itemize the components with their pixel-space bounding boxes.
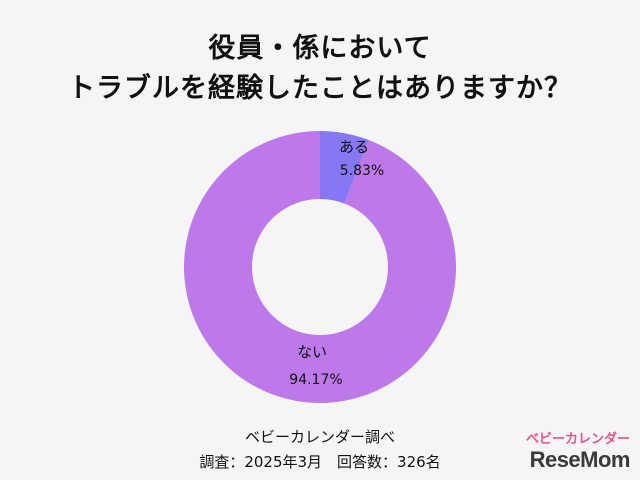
survey-info: 調査：2025年3月 回答数：326名 (199, 453, 441, 471)
logo-subtitle: ベビーカレンダー (525, 432, 630, 447)
slice-label-1: ある (339, 138, 369, 156)
slice-percent-1: 5.83% (340, 163, 384, 179)
logo-wordmark: ReseMom (529, 447, 631, 472)
chart-title-line-1: 役員・係において (208, 33, 432, 64)
slice-label-2: ない (297, 343, 327, 361)
slice-percent-2: 94.17% (289, 372, 342, 388)
source-credit: ベビーカレンダー調べ (244, 428, 395, 446)
donut-slice-1 (320, 131, 369, 204)
donut-slice-2 (184, 131, 457, 403)
resemom-logo: ベビーカレンダー ReseMom (520, 432, 631, 474)
chart-title-line-2: トラブルを経験したことはありますか？ (68, 73, 572, 104)
